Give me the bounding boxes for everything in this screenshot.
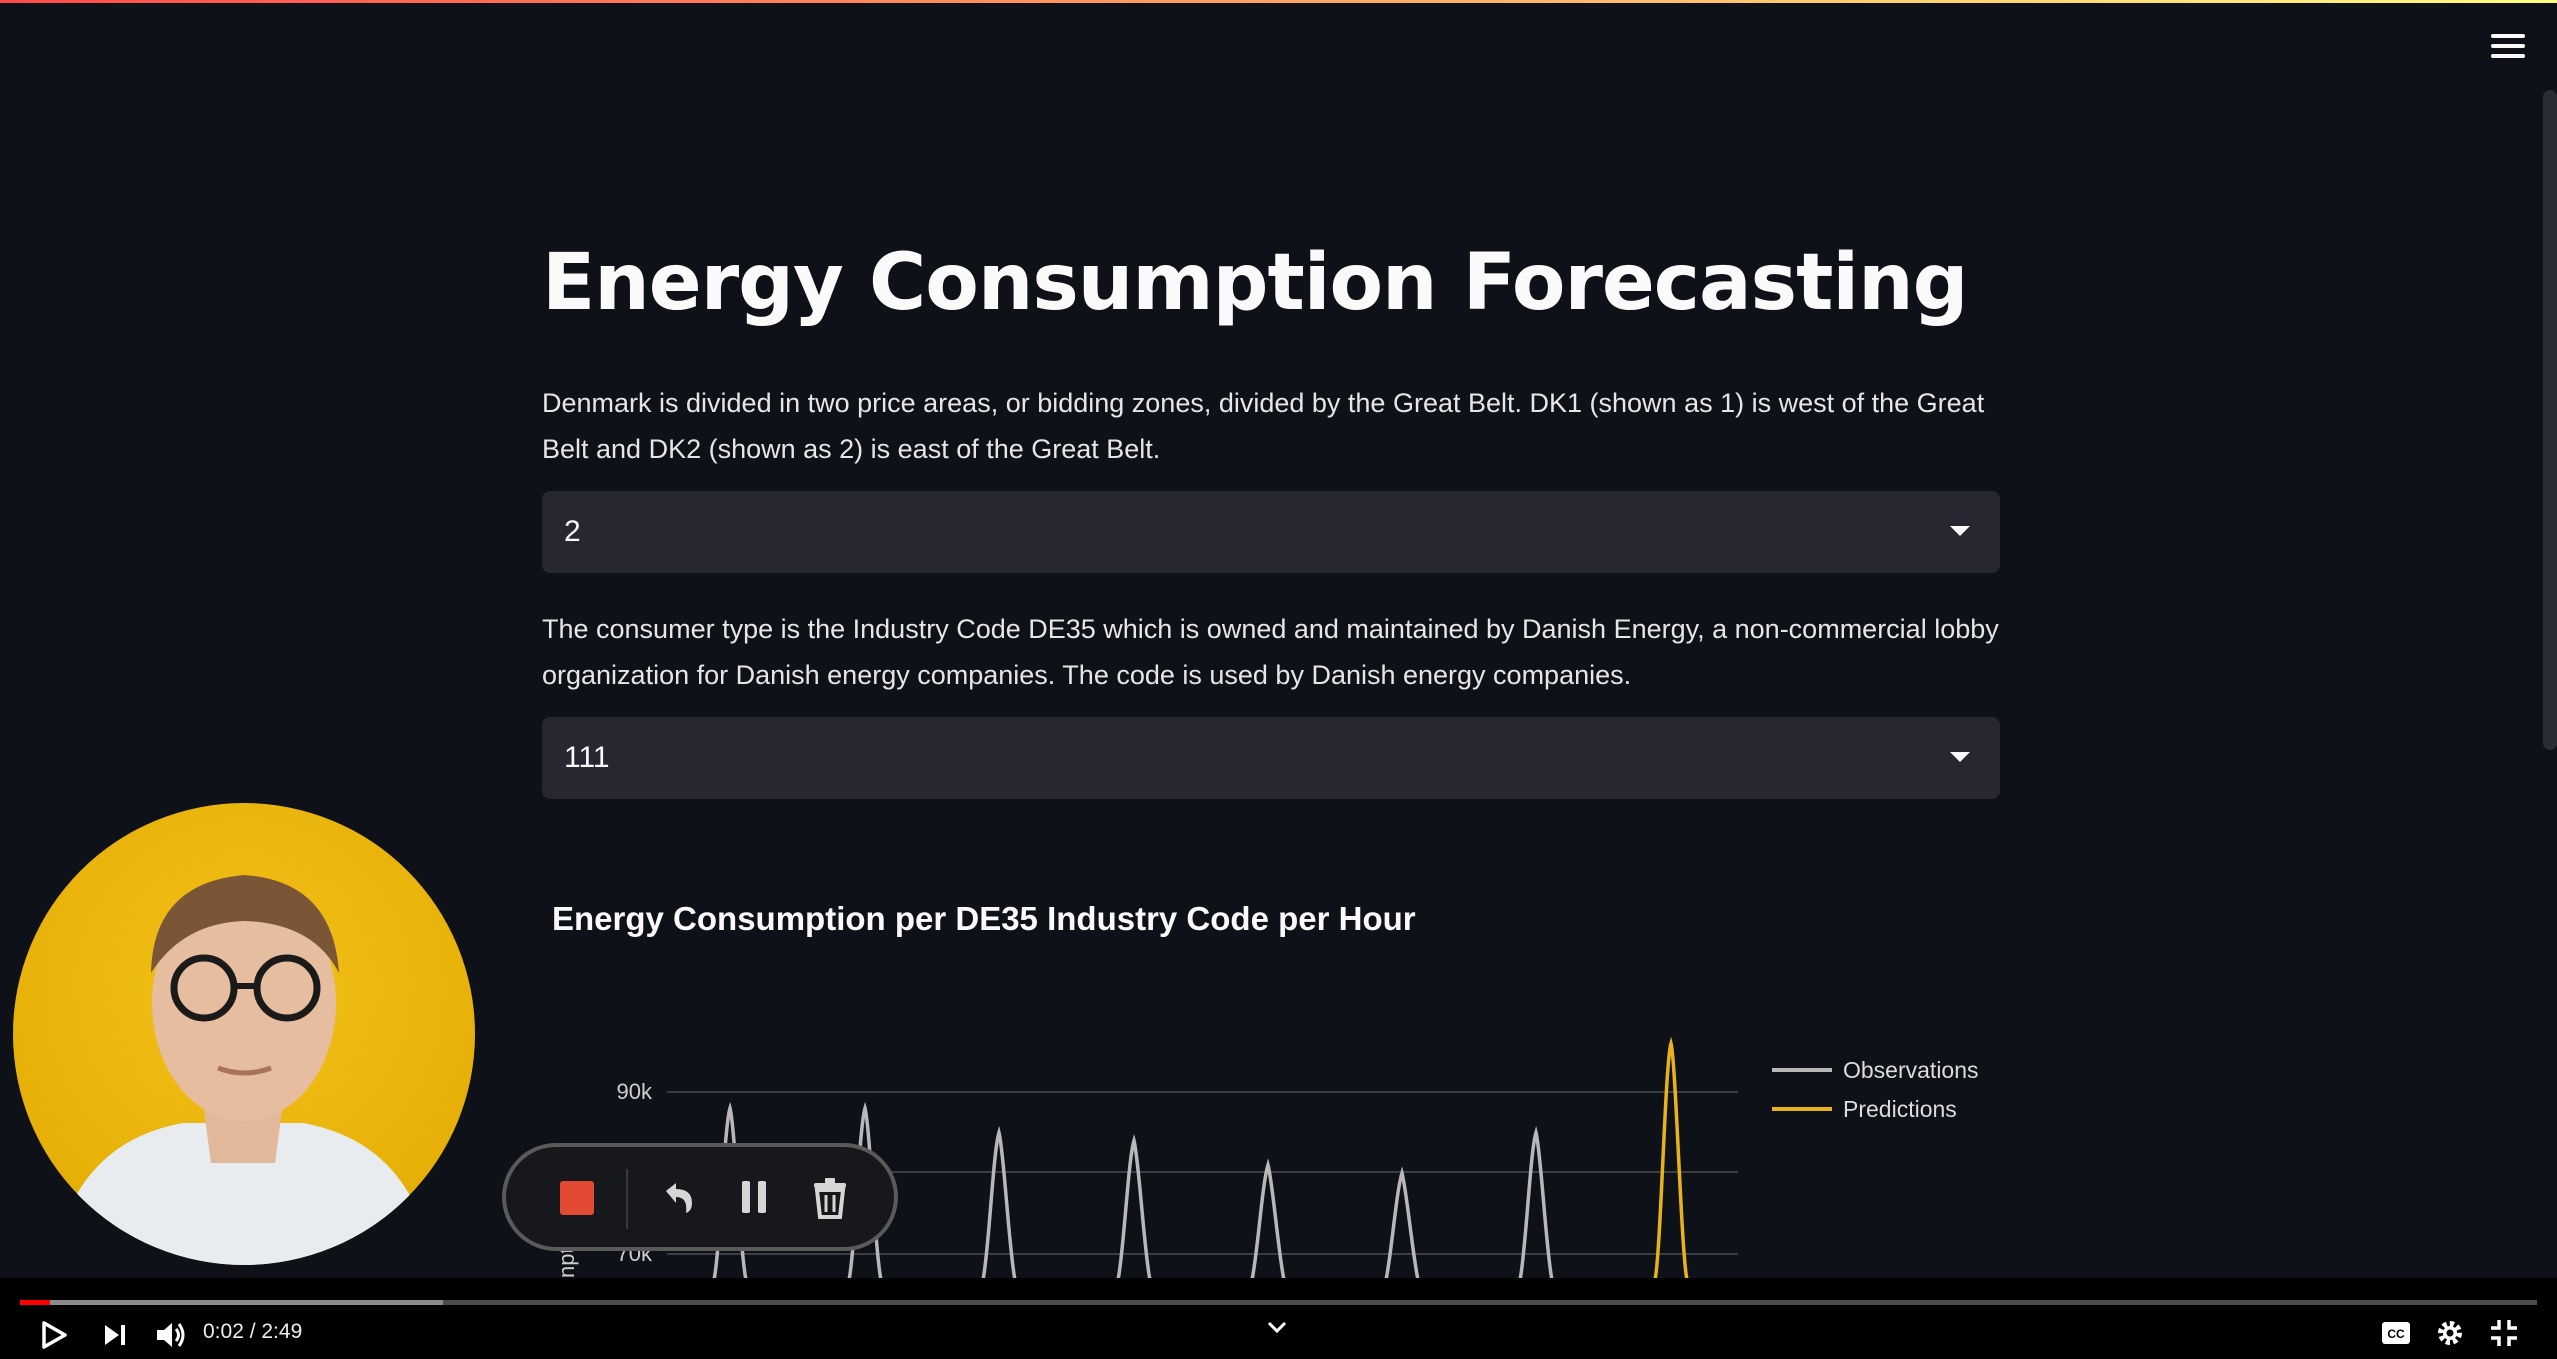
play-icon[interactable]: [40, 1320, 68, 1350]
chevron-down-icon: [1950, 752, 1970, 762]
video-player-controls: [0, 1278, 2557, 1359]
consumer-type-selected-value: 111: [564, 741, 610, 774]
observation-peak: [981, 1125, 1017, 1281]
screen-recorder-toolbar: [502, 1143, 898, 1251]
consumer-type-select[interactable]: 111: [542, 717, 2000, 799]
top-decoration-bar: [0, 0, 2557, 3]
scrollbar[interactable]: [2543, 90, 2557, 750]
captions-icon[interactable]: CC: [2381, 1321, 2411, 1345]
webcam-avatar: [13, 803, 475, 1265]
observation-peak: [1518, 1125, 1554, 1281]
svg-text:CC: CC: [2387, 1327, 2405, 1341]
consumer-type-description: The consumer type is the Industry Code D…: [542, 614, 1999, 690]
legend-label-predictions: Predictions: [1843, 1096, 1957, 1122]
toolbar-divider: [626, 1169, 628, 1229]
chevron-down-icon[interactable]: [1266, 1320, 1288, 1334]
bidding-zone-description: Denmark is divided in two price areas, o…: [542, 388, 1985, 464]
observation-peak: [1116, 1133, 1152, 1281]
volume-icon[interactable]: [155, 1321, 187, 1349]
chart-title: Energy Consumption per DE35 Industry Cod…: [552, 900, 1416, 937]
video-time: 0:02 / 2:49: [203, 1320, 303, 1343]
legend-label-observations: Observations: [1843, 1057, 1979, 1083]
progress-played: [20, 1300, 51, 1305]
stop-record-icon[interactable]: [560, 1181, 594, 1215]
observation-peak: [1250, 1158, 1286, 1281]
undo-icon[interactable]: [656, 1177, 698, 1219]
next-icon[interactable]: [102, 1322, 128, 1348]
exit-fullscreen-icon[interactable]: [2489, 1318, 2519, 1348]
bidding-zone-select[interactable]: 2: [542, 491, 2000, 573]
trash-icon[interactable]: [812, 1177, 848, 1219]
hamburger-menu-icon[interactable]: [2491, 34, 2525, 60]
y-tick-label: 90k: [617, 1079, 653, 1104]
page-title: Energy Consumption Forecasting: [542, 238, 1968, 328]
observation-peak: [1384, 1166, 1420, 1281]
chevron-down-icon: [1950, 526, 1970, 536]
settings-icon[interactable]: [2435, 1318, 2465, 1348]
pause-icon[interactable]: [739, 1179, 769, 1215]
bidding-zone-selected-value: 2: [564, 515, 581, 548]
progress-buffered: [20, 1300, 443, 1305]
prediction-peak: [1653, 1036, 1689, 1281]
video-progress-bar[interactable]: [20, 1300, 2537, 1305]
